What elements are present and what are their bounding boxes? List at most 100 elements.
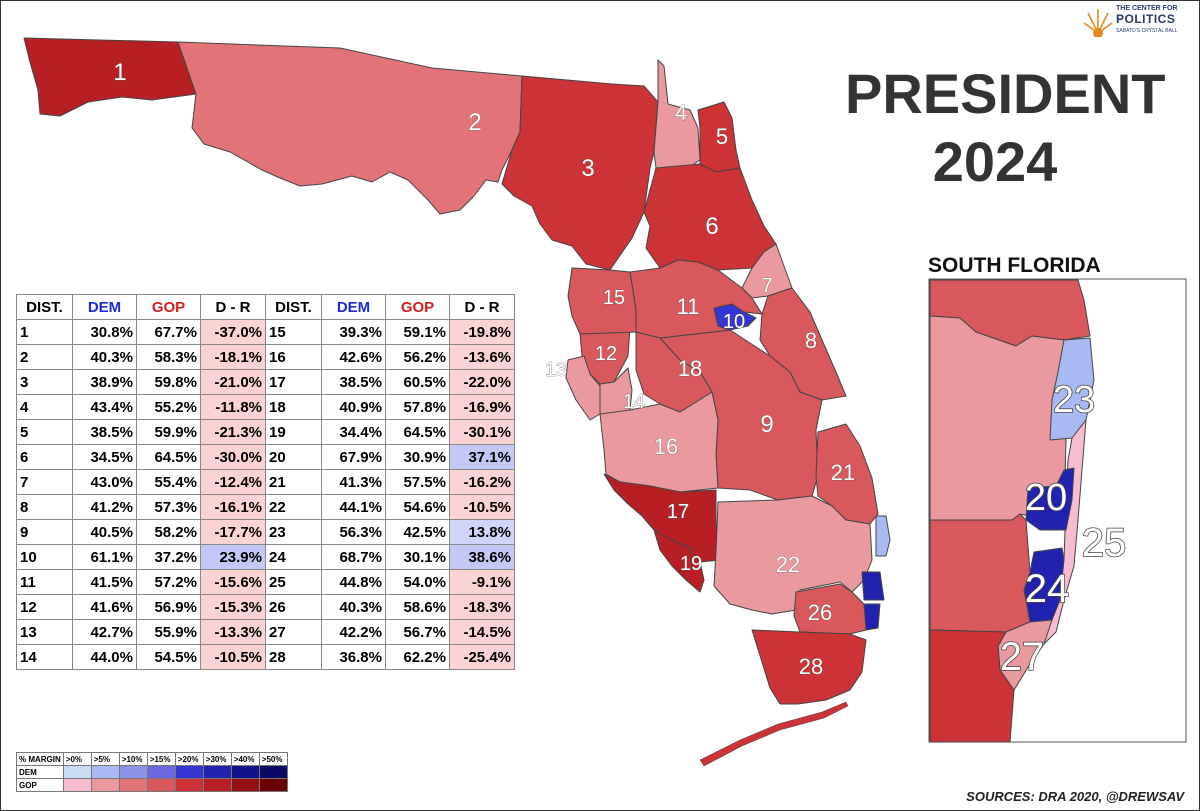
table-row: 11 41.5% 57.2% -15.6% 25 44.8% 54.0% -9.1% (16, 569, 515, 595)
legend-bin-label: >50% (258, 752, 288, 766)
dem-cell: 67.9% (321, 444, 386, 470)
header-margin: D - R (449, 294, 515, 320)
margin-cell: -15.3% (200, 594, 266, 620)
table-row: 14 44.0% 54.5% -10.5% 28 36.8% 62.2% -25.4% (16, 644, 515, 670)
gop-cell: 30.9% (385, 444, 450, 470)
dist-cell: 16 (265, 344, 322, 370)
margin-cell: -21.0% (200, 369, 266, 395)
legend-bin-label: >0% (62, 752, 92, 766)
gop-cell: 67.7% (136, 319, 201, 345)
table-row: 5 38.5% 59.9% -21.3% 19 34.4% 64.5% -30.1% (16, 419, 515, 445)
margin-legend: % MARGIN >0% >5% >10% >15% >20% >30% >40% >50% … (16, 752, 288, 792)
district-label-9: 9 (760, 411, 773, 438)
gop-cell: 37.2% (136, 544, 201, 570)
table-row: 3 38.9% 59.8% -21.0% 17 38.5% 60.5% -22.0% (16, 369, 515, 395)
dist-cell: 22 (265, 494, 322, 520)
dist-cell: 21 (265, 469, 322, 495)
district-label-28: 28 (799, 654, 823, 679)
dem-cell: 41.5% (72, 569, 137, 595)
dem-cell: 38.9% (72, 369, 137, 395)
district-18[interactable] (635, 331, 713, 413)
gop-cell: 60.5% (385, 369, 450, 395)
dist-cell: 5 (16, 419, 73, 445)
legend-header: % MARGIN (16, 752, 64, 766)
legend-row-label: GOP (16, 778, 64, 792)
legend-swatch (202, 765, 232, 779)
legend-swatch (230, 778, 260, 792)
header-gop: GOP (385, 294, 450, 320)
table-row: 9 40.5% 58.2% -17.7% 23 56.3% 42.5% 13.8% (16, 519, 515, 545)
table-row: 1 30.8% 67.7% -37.0% 15 39.3% 59.1% -19.8% (16, 319, 515, 345)
legend-swatch (202, 778, 232, 792)
table-row: 2 40.3% 58.3% -18.1% 16 42.6% 56.2% -13.6% (16, 344, 515, 370)
inset-title: SOUTH FLORIDA (928, 254, 1101, 277)
dist-cell: 25 (265, 569, 322, 595)
dem-cell: 41.3% (321, 469, 386, 495)
district-label-20: 20 (1025, 477, 1067, 519)
district-19[interactable] (653, 529, 705, 593)
dem-cell: 44.8% (321, 569, 386, 595)
gop-cell: 56.2% (385, 344, 450, 370)
gop-cell: 57.5% (385, 469, 450, 495)
gop-cell: 56.7% (385, 619, 450, 645)
district-label-25: 25 (1082, 521, 1127, 565)
district-23[interactable] (875, 515, 891, 557)
legend-swatch (258, 765, 288, 779)
district-28[interactable] (751, 629, 867, 705)
table-row: 10 61.1% 37.2% 23.9% 24 68.7% 30.1% 38.6% (16, 544, 515, 570)
chart-title-line1: PRESIDENT (845, 62, 1166, 125)
margin-cell: 38.6% (449, 544, 515, 570)
logo-main: POLITICS (1116, 12, 1176, 26)
gop-cell: 54.6% (385, 494, 450, 520)
gop-cell: 64.5% (385, 419, 450, 445)
inset-district-28[interactable] (929, 629, 1015, 743)
gop-cell: 30.1% (385, 544, 450, 570)
margin-cell: -16.9% (449, 394, 515, 420)
legend-swatch (118, 778, 148, 792)
inset-district-20[interactable] (1025, 467, 1075, 531)
district-1[interactable] (23, 37, 197, 117)
district-3[interactable] (501, 75, 659, 271)
legend-swatch (146, 778, 176, 792)
dem-cell: 36.8% (321, 644, 386, 670)
header-gop: GOP (136, 294, 201, 320)
gop-cell: 42.5% (385, 519, 450, 545)
legend-bin-label: >20% (174, 752, 204, 766)
district-label-18: 18 (678, 356, 702, 381)
legend-swatch (230, 765, 260, 779)
table-row: 6 34.5% 64.5% -30.0% 20 67.9% 30.9% 37.1% (16, 444, 515, 470)
dem-cell: 40.5% (72, 519, 137, 545)
legend-swatch (90, 778, 120, 792)
gop-cell: 57.3% (136, 494, 201, 520)
dem-cell: 40.3% (72, 344, 137, 370)
inset-district-26[interactable] (929, 513, 1031, 633)
dem-cell: 43.4% (72, 394, 137, 420)
results-table: DIST. DEM GOP D - R DIST. DEM GOP D - R … (16, 294, 515, 670)
gop-cell: 54.5% (136, 644, 201, 670)
margin-cell: -11.8% (200, 394, 266, 420)
dem-cell: 42.7% (72, 619, 137, 645)
gop-cell: 57.2% (136, 569, 201, 595)
florida-keys (699, 701, 849, 767)
legend-swatch (258, 778, 288, 792)
dist-cell: 13 (16, 619, 73, 645)
district-label-27: 27 (1000, 635, 1045, 679)
district-26[interactable] (793, 583, 867, 635)
dist-cell: 28 (265, 644, 322, 670)
legend-bin-label: >15% (146, 752, 176, 766)
dist-cell: 3 (16, 369, 73, 395)
district-20[interactable] (861, 571, 885, 601)
center-for-politics-logo: THE CENTER FOR POLITICS SABATO'S CRYSTAL… (1082, 3, 1200, 41)
dem-cell: 34.4% (321, 419, 386, 445)
margin-cell: -17.7% (200, 519, 266, 545)
district-label-7: 7 (761, 275, 772, 297)
dist-cell: 10 (16, 544, 73, 570)
district-label-21: 21 (831, 460, 855, 485)
district-label-13: 13 (545, 359, 567, 381)
district-22[interactable] (713, 495, 873, 615)
dem-cell: 38.5% (321, 369, 386, 395)
margin-cell: -15.6% (200, 569, 266, 595)
district-4[interactable] (653, 59, 701, 171)
table-row: 8 41.2% 57.3% -16.1% 22 44.1% 54.6% -10.5% (16, 494, 515, 520)
